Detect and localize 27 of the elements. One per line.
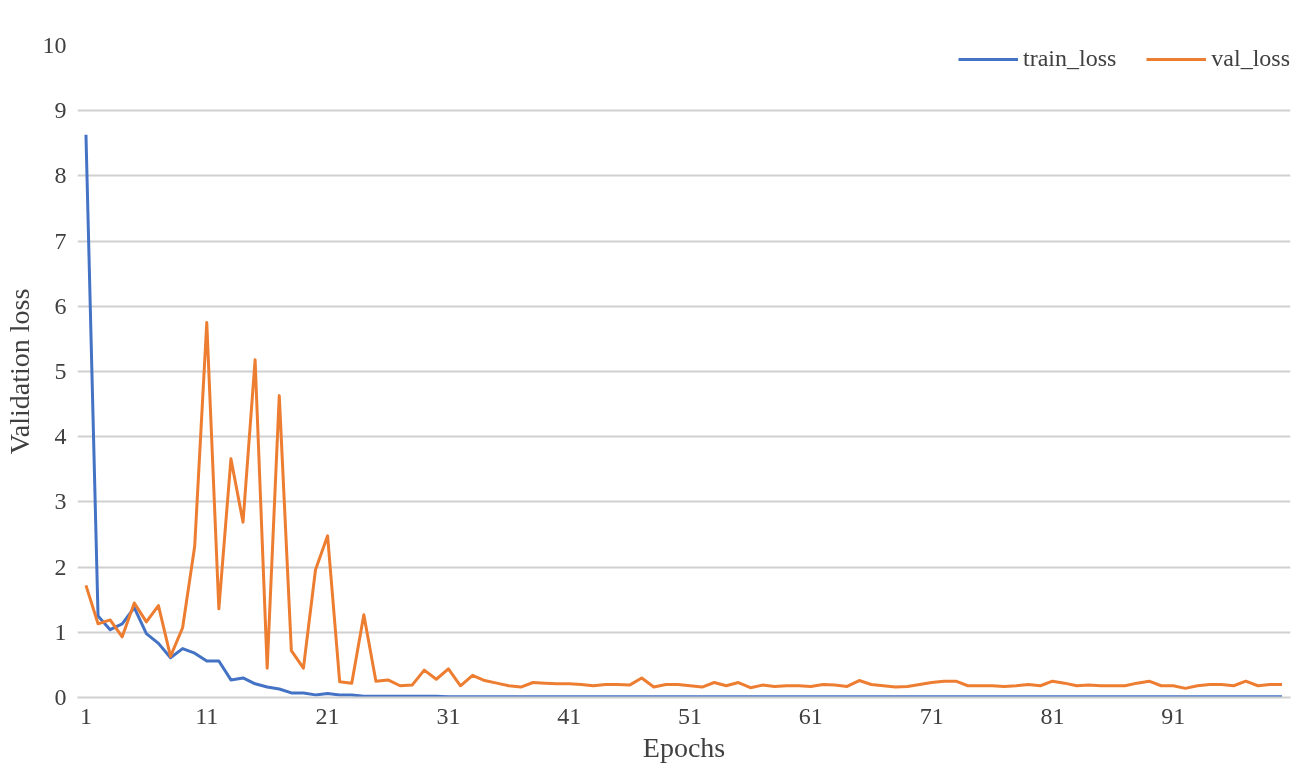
legend-label: val_loss	[1211, 45, 1290, 72]
y-tick-label: 2	[54, 553, 67, 580]
x-tick-label: 31	[436, 702, 461, 729]
y-tick-label: 3	[54, 488, 67, 515]
x-tick-label: 1	[79, 702, 92, 729]
y-tick-label: 5	[54, 358, 67, 384]
x-tick-label: 91	[1161, 702, 1186, 729]
y-tick-label: 0	[54, 684, 67, 710]
x-tick-label: 61	[798, 702, 823, 729]
x-tick-label: 11	[195, 702, 219, 729]
y-tick-label: 6	[54, 292, 67, 319]
x-tick-label: 41	[557, 702, 582, 729]
legend-label: train_loss	[1023, 45, 1117, 72]
line-series	[84, 133, 1284, 698]
y-tick-label: 1	[54, 618, 67, 645]
y-tick-label: 9	[54, 97, 67, 124]
y-tick-label: 8	[54, 162, 67, 189]
line-series	[84, 321, 1284, 690]
x-tick-label: 81	[1040, 702, 1065, 729]
y-tick-label: 10	[42, 32, 67, 58]
x-tick-label: 71	[919, 702, 944, 729]
y-tick-label: 4	[54, 423, 67, 450]
x-axis-title: Epochs	[642, 731, 726, 763]
y-axis-title: Validation loss	[3, 288, 35, 455]
x-tick-label: 21	[315, 702, 340, 729]
x-tick-label: 51	[678, 702, 703, 729]
y-tick-label: 7	[54, 227, 67, 254]
